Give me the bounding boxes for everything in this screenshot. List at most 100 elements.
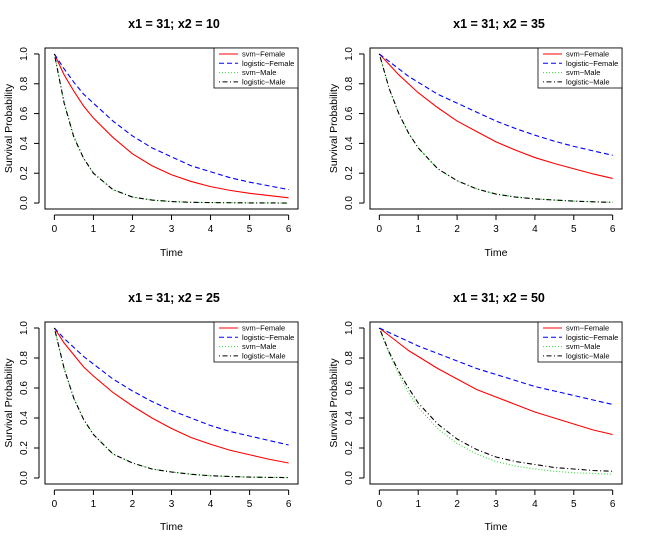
x-tick-label: 2 [130,224,136,235]
y-tick-label: 0.6 [19,106,30,120]
x-tick-label: 0 [377,224,383,235]
y-tick-label: 0.8 [344,76,355,90]
y-tick-label: 0.2 [344,166,355,180]
plot-frame [44,47,299,210]
legend-label: logistic−Male [242,352,286,361]
x-axis-label: Time [160,521,183,533]
series-line-svm-male [378,327,613,475]
x-tick-label: 1 [415,224,421,235]
x-tick-label: 6 [610,224,616,235]
y-axis-label: Survival Probability [328,83,340,173]
x-tick-label: 0 [52,499,58,510]
x-tick-label: 0 [377,499,383,510]
x-tick-label: 5 [571,224,577,235]
x-tick-label: 1 [91,224,97,235]
y-tick-label: 0.6 [344,106,355,120]
x-tick-label: 4 [532,224,538,235]
chart-panel-4: x1 = 31; x2 = 50 Time Survival Probability… [328,291,623,533]
plot-frame [44,321,299,485]
x-tick-label: 3 [493,499,499,510]
x-tick-label: 5 [247,499,253,510]
y-tick-label: 0.4 [344,411,355,425]
legend-label: svm−Female [566,324,609,333]
x-tick-label: 6 [610,499,616,510]
legend-box [537,47,623,89]
series-line-logistic-female [379,327,613,406]
series-line-logistic-male [53,53,289,204]
series-line-logistic-female [53,53,289,191]
legend: svm−Femalelogistic−Femalesvm−Malelogisti… [537,47,623,89]
y-tick-label: 0.2 [19,166,30,180]
chart-panel-1: x1 = 31; x2 = 10 Time Survival Probability… [3,17,299,259]
legend-label: logistic−Male [566,78,610,87]
legend-label: logistic−Female [242,333,294,342]
series-line-svm-female [53,53,289,199]
legend: svm−Femalelogistic−Femalesvm−Malelogisti… [213,321,299,363]
x-tick-label: 1 [91,499,97,510]
x-tick-label: 3 [169,499,175,510]
series-line-logistic-male [53,327,289,479]
legend-box [213,321,299,363]
x-tick-label: 5 [247,224,253,235]
y-tick-label: 0.4 [19,136,30,150]
plot-frame [369,47,623,210]
series-line-logistic-male [378,53,613,203]
y-tick-label: 0.8 [344,351,355,365]
series-line-logistic-male [378,327,613,472]
chart-title: x1 = 31; x2 = 50 [453,291,545,305]
series-line-svm-female [378,53,613,179]
x-axis-label: Time [485,521,508,533]
x-tick-label: 3 [169,224,175,235]
y-tick-label: 0.8 [19,76,30,90]
series-line-logistic-female [53,327,289,446]
x-tick-label: 6 [286,224,292,235]
legend: svm−Femalelogistic−Femalesvm−Malelogisti… [537,321,623,363]
chart-panel-3: x1 = 31; x2 = 25 Time Survival Probability… [3,291,299,533]
y-tick-label: 0.2 [19,441,30,455]
plot-frame [369,321,623,485]
legend-label: logistic−Female [566,59,618,68]
y-tick-label: 0.6 [19,381,30,395]
series-line-svm-male [378,53,613,203]
y-tick-label: 0.0 [19,196,30,210]
legend-label: svm−Female [566,50,609,59]
y-tick-label: 1.0 [19,47,30,61]
x-tick-label: 6 [286,499,292,510]
legend-label: logistic−Male [242,78,286,87]
y-tick-label: 1.0 [344,321,355,335]
legend-label: svm−Male [242,68,276,77]
legend-label: logistic−Male [566,352,610,361]
legend: svm−Femalelogistic−Femalesvm−Malelogisti… [213,47,299,89]
x-tick-label: 0 [52,224,58,235]
y-tick-label: 0.4 [19,411,30,425]
legend-label: svm−Male [566,342,600,351]
legend-box [213,47,299,89]
y-axis-label: Survival Probability [3,83,15,173]
x-tick-label: 1 [415,499,421,510]
y-tick-label: 0.4 [344,136,355,150]
y-tick-label: 0.0 [344,471,355,485]
y-tick-label: 1.0 [344,47,355,61]
y-tick-label: 0.0 [19,471,30,485]
x-tick-label: 4 [208,224,214,235]
x-tick-label: 2 [454,499,460,510]
legend-label: logistic−Female [566,333,618,342]
chart-title: x1 = 31; x2 = 10 [128,17,220,31]
y-tick-label: 1.0 [19,321,30,335]
legend-label: svm−Female [242,50,285,59]
series-line-logistic-female [378,53,613,156]
x-axis-label: Time [160,247,183,259]
y-tick-label: 0.6 [344,381,355,395]
legend-label: svm−Female [242,324,285,333]
x-tick-label: 2 [454,224,460,235]
legend-label: svm−Male [566,68,600,77]
x-tick-label: 3 [493,224,499,235]
chart-panel-2: x1 = 31; x2 = 35 Time Survival Probability… [328,17,623,259]
legend-label: logistic−Female [242,59,294,68]
legend-box [537,321,623,363]
y-tick-label: 0.8 [19,351,30,365]
x-axis-label: Time [485,247,508,259]
x-tick-label: 2 [130,499,136,510]
y-axis-label: Survival Probability [3,358,15,448]
